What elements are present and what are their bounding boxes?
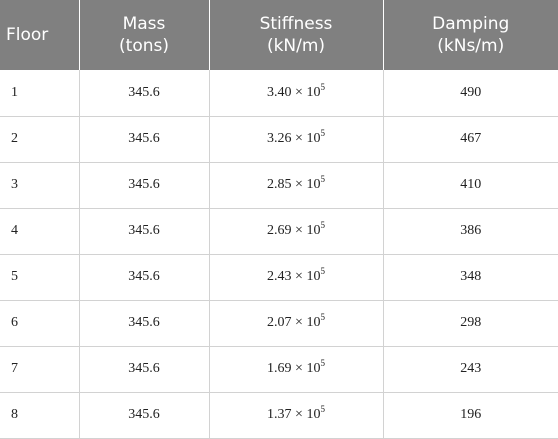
stiffness-exponent: 5	[320, 358, 325, 368]
cell-floor: 1	[0, 70, 79, 116]
header-stiffness-label: Stiffness	[210, 13, 383, 35]
stiffness-mantissa: 1.69 × 10	[267, 361, 320, 376]
cell-mass: 345.6	[79, 254, 209, 300]
header-damping-label: Damping	[384, 13, 558, 35]
cell-damping: 490	[383, 70, 558, 116]
cell-floor: 7	[0, 346, 79, 392]
cell-floor: 3	[0, 162, 79, 208]
header-mass-unit: (tons)	[80, 35, 209, 57]
table-row: 1 345.6 3.40 × 105 490	[0, 70, 558, 116]
stiffness-mantissa: 2.69 × 10	[267, 223, 320, 238]
cell-damping: 467	[383, 116, 558, 162]
cell-mass: 345.6	[79, 208, 209, 254]
cell-floor: 2	[0, 116, 79, 162]
cell-floor: 8	[0, 392, 79, 438]
cell-stiffness: 3.26 × 105	[209, 116, 383, 162]
cell-mass: 345.6	[79, 392, 209, 438]
cell-mass: 345.6	[79, 162, 209, 208]
cell-damping: 196	[383, 392, 558, 438]
cell-mass: 345.6	[79, 116, 209, 162]
stiffness-exponent: 5	[320, 174, 325, 184]
cell-damping: 243	[383, 346, 558, 392]
stiffness-exponent: 5	[320, 128, 325, 138]
stiffness-exponent: 5	[320, 82, 325, 92]
table-row: 2 345.6 3.26 × 105 467	[0, 116, 558, 162]
header-row: Floor Mass (tons) Stiffness (kN/m) Dampi…	[0, 0, 558, 70]
header-stiffness-unit: (kN/m)	[210, 35, 383, 57]
table-body: 1 345.6 3.40 × 105 490 2 345.6 3.26 × 10…	[0, 70, 558, 438]
cell-stiffness: 2.43 × 105	[209, 254, 383, 300]
header-floor-label: Floor	[6, 24, 79, 46]
table-row: 4 345.6 2.69 × 105 386	[0, 208, 558, 254]
cell-floor: 5	[0, 254, 79, 300]
cell-stiffness: 2.07 × 105	[209, 300, 383, 346]
cell-mass: 345.6	[79, 346, 209, 392]
header-mass-label: Mass	[80, 13, 209, 35]
table-row: 5 345.6 2.43 × 105 348	[0, 254, 558, 300]
cell-damping: 298	[383, 300, 558, 346]
stiffness-exponent: 5	[320, 404, 325, 414]
stiffness-mantissa: 2.07 × 10	[267, 315, 320, 330]
cell-stiffness: 2.69 × 105	[209, 208, 383, 254]
cell-damping: 410	[383, 162, 558, 208]
header-damping-unit: (kNs/m)	[384, 35, 558, 57]
cell-stiffness: 2.85 × 105	[209, 162, 383, 208]
cell-mass: 345.6	[79, 70, 209, 116]
header-stiffness: Stiffness (kN/m)	[209, 0, 383, 70]
cell-damping: 386	[383, 208, 558, 254]
stiffness-exponent: 5	[320, 266, 325, 276]
cell-damping: 348	[383, 254, 558, 300]
stiffness-mantissa: 3.26 × 10	[267, 131, 320, 146]
stiffness-mantissa: 1.37 × 10	[267, 407, 320, 422]
stiffness-mantissa: 3.40 × 10	[267, 85, 320, 100]
table-header: Floor Mass (tons) Stiffness (kN/m) Dampi…	[0, 0, 558, 70]
cell-floor: 6	[0, 300, 79, 346]
cell-stiffness: 1.37 × 105	[209, 392, 383, 438]
stiffness-mantissa: 2.85 × 10	[267, 177, 320, 192]
header-damping: Damping (kNs/m)	[383, 0, 558, 70]
table-row: 7 345.6 1.69 × 105 243	[0, 346, 558, 392]
stiffness-mantissa: 2.43 × 10	[267, 269, 320, 284]
header-mass: Mass (tons)	[79, 0, 209, 70]
cell-mass: 345.6	[79, 300, 209, 346]
header-floor: Floor	[0, 0, 79, 70]
stiffness-exponent: 5	[320, 312, 325, 322]
stiffness-exponent: 5	[320, 220, 325, 230]
cell-stiffness: 3.40 × 105	[209, 70, 383, 116]
table-row: 3 345.6 2.85 × 105 410	[0, 162, 558, 208]
table-row: 8 345.6 1.37 × 105 196	[0, 392, 558, 438]
cell-stiffness: 1.69 × 105	[209, 346, 383, 392]
table-row: 6 345.6 2.07 × 105 298	[0, 300, 558, 346]
cell-floor: 4	[0, 208, 79, 254]
